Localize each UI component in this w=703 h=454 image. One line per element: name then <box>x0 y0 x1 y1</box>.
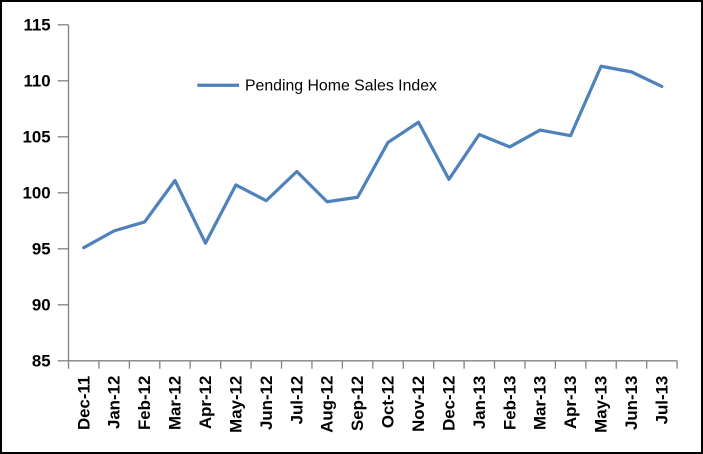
y-axis-tick-label: 115 <box>23 16 50 35</box>
x-axis-tick-label: Jul-13 <box>652 376 671 425</box>
y-axis-tick-label: 90 <box>32 296 51 315</box>
x-axis-tick-label: Jan-13 <box>470 376 489 429</box>
series-line <box>82 64 664 250</box>
y-axis-tick-label: 95 <box>32 240 51 259</box>
x-axis-tick-label: May-12 <box>226 376 245 433</box>
x-axis-tick-label: Sep-12 <box>348 376 367 431</box>
x-axis-tick-label: Nov-12 <box>409 376 428 432</box>
axes-layer <box>57 24 678 369</box>
x-axis-tick-label: Jan-12 <box>105 376 124 429</box>
x-axis-tick-label: Mar-12 <box>166 376 185 430</box>
x-axis-tick-label: Dec-11 <box>74 376 93 430</box>
x-axis-tick-label: Mar-13 <box>531 376 550 430</box>
x-axis-tick-label: Jun-13 <box>622 376 641 430</box>
x-axis-tick-label: May-13 <box>592 376 611 433</box>
legend-label: Pending Home Sales Index <box>245 78 437 95</box>
x-axis-tick-label: Jun-12 <box>257 376 276 430</box>
y-axis-tick-label: 85 <box>32 352 51 371</box>
y-axis-tick-label: 100 <box>23 184 51 203</box>
x-axis-tick-label: Apr-13 <box>561 376 580 429</box>
y-axis-tick-label: 110 <box>23 72 50 91</box>
x-axis-tick-label: Feb-13 <box>500 376 519 430</box>
x-axis-tick-label: Feb-12 <box>135 376 154 430</box>
x-axis-labels: Dec-11 Jan-12 Feb-12 Mar-12 Apr-12 May-12 Jun-… <box>74 376 671 433</box>
x-axis-tick-label: Dec-12 <box>439 376 458 431</box>
x-axis-tick-label: Aug-12 <box>318 376 337 433</box>
x-axis-tick-label: Jul-12 <box>287 376 306 425</box>
x-axis-tick-label: Apr-12 <box>196 376 215 429</box>
y-axis-tick-label: 105 <box>23 128 51 147</box>
y-axis-labels: 85 90 95 100 105 110 115 <box>23 16 51 371</box>
x-axis-tick-label: Oct-12 <box>379 376 398 428</box>
legend: Pending Home Sales Index <box>197 78 437 95</box>
